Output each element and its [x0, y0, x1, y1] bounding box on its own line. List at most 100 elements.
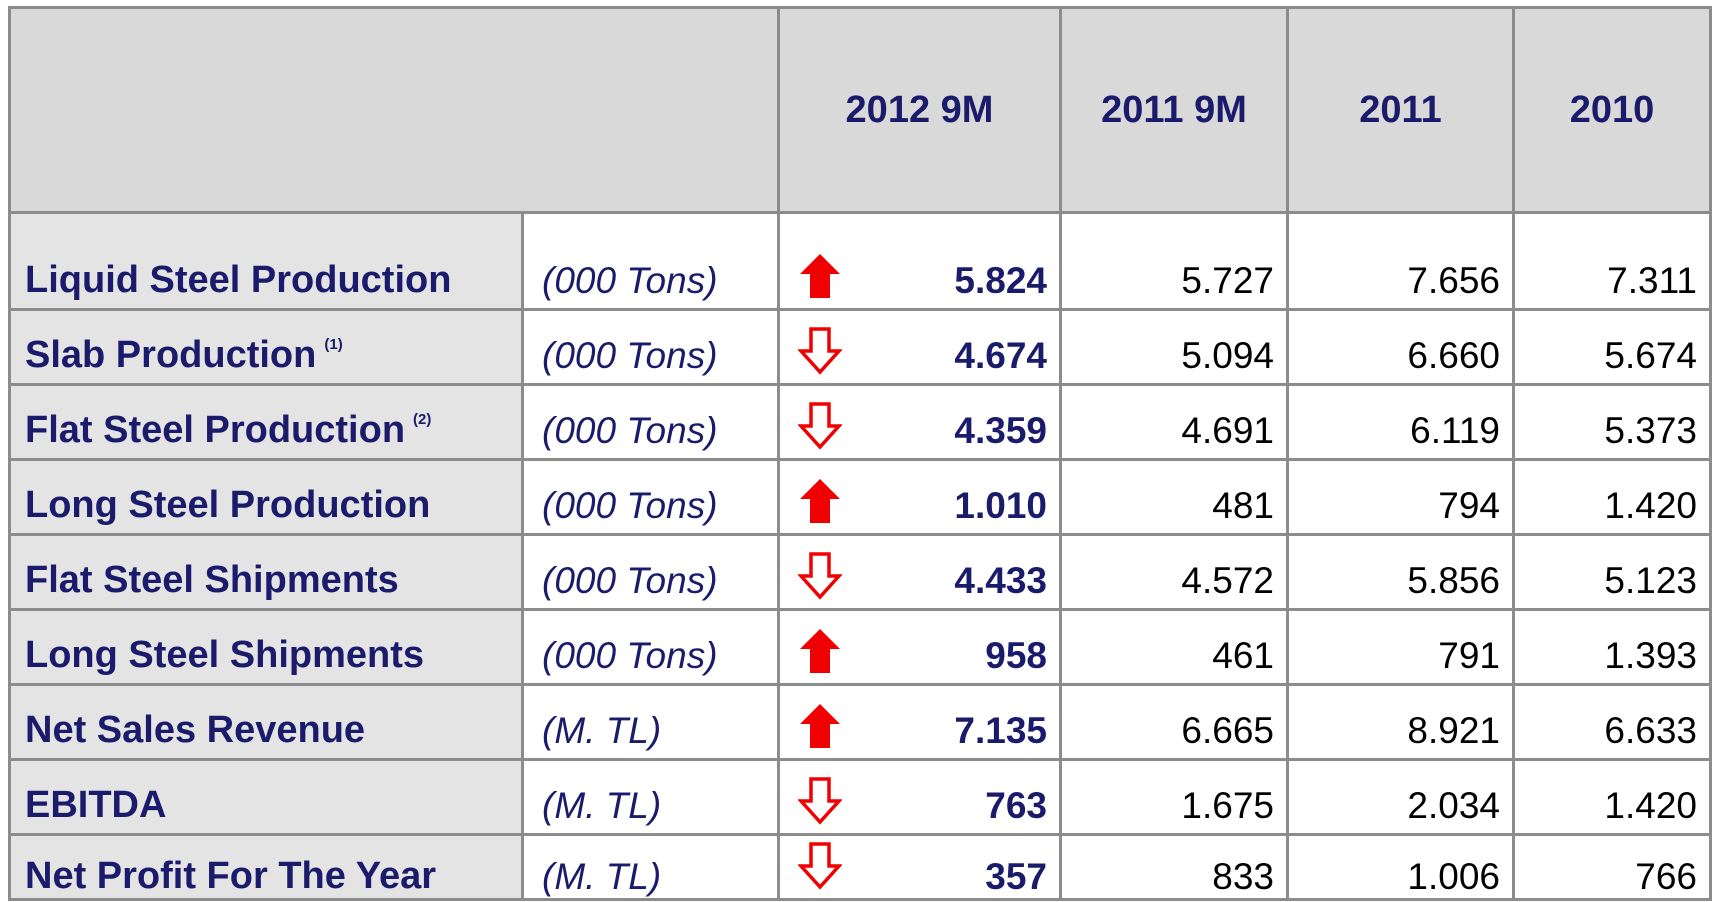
value: 4.572	[1181, 560, 1274, 601]
value-cell: 6.660	[1286, 308, 1515, 386]
unit: (000 Tons)	[521, 458, 780, 536]
value-cell: 6.119	[1286, 383, 1515, 461]
current-value: 4.359	[777, 383, 1062, 461]
footnote-mark: (2)	[413, 411, 432, 428]
value: 5.856	[1407, 560, 1500, 601]
down-arrow	[798, 327, 842, 375]
value-cell: 1.675	[1059, 758, 1289, 836]
value: 1.420	[1604, 485, 1697, 526]
table-row: Net Profit For The Year (M. TL) 357 833 1.00…	[8, 833, 1712, 901]
table-row: EBITDA (M. TL) 763 1.675 2.034 1.420	[8, 758, 1712, 836]
value-cell: 6.633	[1512, 683, 1712, 761]
value-cell: 8.921	[1286, 683, 1515, 761]
value-cell: 5.727	[1059, 211, 1289, 311]
value-cell: 6.665	[1059, 683, 1289, 761]
value: 461	[1212, 635, 1274, 676]
label-text: Slab Production	[25, 334, 317, 376]
value: 1.010	[954, 485, 1047, 526]
column-header: 2011	[1286, 6, 1515, 214]
value: 4.433	[954, 560, 1047, 601]
table-row: Liquid Steel Production (000 Tons) 5.824 5.…	[8, 211, 1712, 311]
current-value: 4.433	[777, 533, 1062, 611]
unit: (000 Tons)	[521, 308, 780, 386]
value: 5.373	[1604, 410, 1697, 451]
value: 5.094	[1181, 335, 1274, 376]
column-header: 2012 9M	[777, 6, 1062, 214]
header-blank	[8, 6, 780, 214]
value-cell: 833	[1059, 833, 1289, 901]
current-value: 958	[777, 608, 1062, 686]
value: 2.034	[1407, 785, 1500, 826]
value: 766	[1635, 856, 1697, 897]
row-label: Long Steel Production	[8, 458, 524, 536]
value-cell: 461	[1059, 608, 1289, 686]
row-label: Net Sales Revenue	[8, 683, 524, 761]
value-cell: 5.094	[1059, 308, 1289, 386]
row-label: Flat Steel Production (2)	[8, 383, 524, 461]
table-row: Flat Steel Production (2) (000 Tons) 4.359 4…	[8, 383, 1712, 461]
unit: (000 Tons)	[521, 533, 780, 611]
value-cell: 4.691	[1059, 383, 1289, 461]
value: 5.727	[1181, 260, 1274, 301]
label-text: Net Sales Revenue	[25, 709, 366, 751]
column-header: 2011 9M	[1059, 6, 1289, 214]
value: 5.824	[954, 260, 1047, 301]
value: 1.420	[1604, 785, 1697, 826]
value: 1.006	[1407, 856, 1500, 897]
value-cell: 1.420	[1512, 758, 1712, 836]
label-text: Liquid Steel Production	[25, 259, 452, 301]
value: 833	[1212, 856, 1274, 897]
label-text: Flat Steel Production	[25, 409, 406, 451]
results-table: 2012 9M 2011 9M 2011 2010 Liquid Steel Prod…	[8, 6, 1712, 901]
value: 6.665	[1181, 710, 1274, 751]
unit: (M. TL)	[521, 758, 780, 836]
value: 1.393	[1604, 635, 1697, 676]
unit: (M. TL)	[521, 683, 780, 761]
value: 6.633	[1604, 710, 1697, 751]
value: 763	[985, 785, 1047, 826]
value-cell: 791	[1286, 608, 1515, 686]
current-value: 5.824	[777, 211, 1062, 311]
value-cell: 5.373	[1512, 383, 1712, 461]
current-value: 357	[777, 833, 1062, 901]
value: 5.123	[1604, 560, 1697, 601]
down-arrow	[798, 842, 842, 890]
label-text: Net Profit For The Year	[25, 855, 437, 897]
label-text: Long Steel Production	[25, 484, 431, 526]
value-cell: 5.123	[1512, 533, 1712, 611]
value: 958	[985, 635, 1047, 676]
down-arrow	[798, 552, 842, 600]
value: 6.660	[1407, 335, 1500, 376]
table-row: Net Sales Revenue (M. TL) 7.135 6.665 8.921 6…	[8, 683, 1712, 761]
header-row: 2012 9M 2011 9M 2011 2010	[8, 6, 1712, 214]
value: 4.359	[954, 410, 1047, 451]
down-arrow	[798, 402, 842, 450]
value-cell: 1.420	[1512, 458, 1712, 536]
row-label: Flat Steel Shipments	[8, 533, 524, 611]
up-arrow	[800, 254, 840, 298]
column-header: 2010	[1512, 6, 1712, 214]
current-value: 763	[777, 758, 1062, 836]
current-value: 4.674	[777, 308, 1062, 386]
row-label: Slab Production (1)	[8, 308, 524, 386]
value-cell: 7.656	[1286, 211, 1515, 311]
value: 481	[1212, 485, 1274, 526]
value-cell: 4.572	[1059, 533, 1289, 611]
value: 1.675	[1181, 785, 1274, 826]
value: 7.311	[1607, 260, 1697, 301]
value: 7.656	[1407, 260, 1500, 301]
value-cell: 7.311	[1512, 211, 1712, 311]
current-value: 1.010	[777, 458, 1062, 536]
footnote-mark: (1)	[324, 336, 343, 353]
value-cell: 481	[1059, 458, 1289, 536]
table-body: Liquid Steel Production (000 Tons) 5.824 5.…	[8, 211, 1712, 901]
value: 6.119	[1410, 410, 1500, 451]
value-cell: 2.034	[1286, 758, 1515, 836]
label-text: Long Steel Shipments	[25, 634, 425, 676]
value: 5.674	[1604, 335, 1697, 376]
up-arrow	[800, 479, 840, 523]
unit: (M. TL)	[521, 833, 780, 901]
value: 4.691	[1181, 410, 1274, 451]
unit: (000 Tons)	[521, 608, 780, 686]
